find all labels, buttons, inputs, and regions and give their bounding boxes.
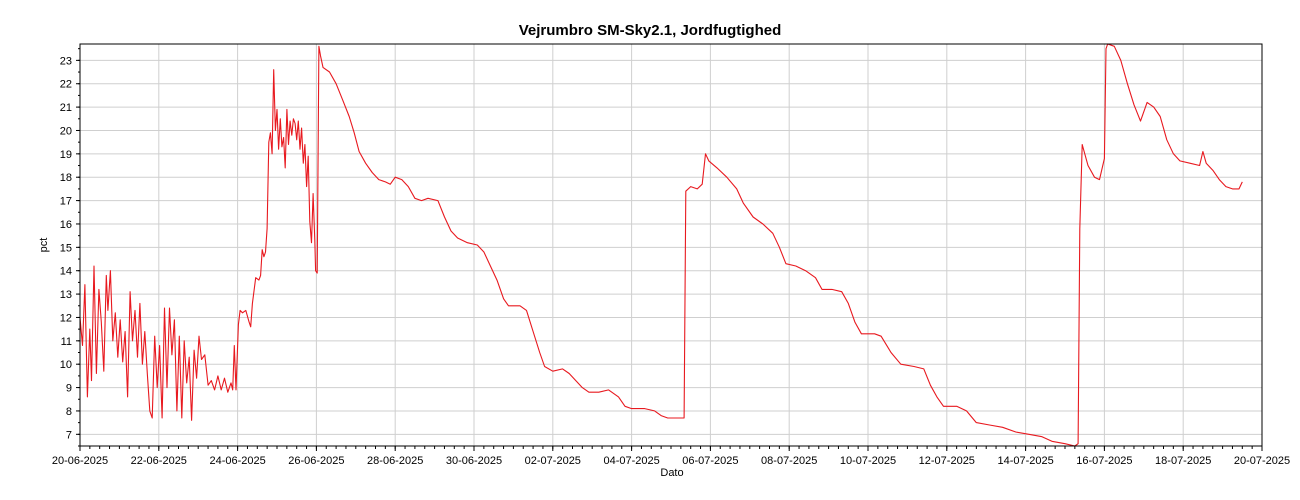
- x-tick-label: 24-06-2025: [209, 455, 265, 467]
- y-axis-label: pct: [38, 238, 50, 253]
- y-tick-label: 22: [60, 79, 72, 91]
- y-tick-label: 12: [60, 312, 72, 324]
- x-tick-label: 12-07-2025: [919, 455, 975, 467]
- y-tick-label: 16: [60, 219, 72, 231]
- series-layer: [79, 43, 1243, 447]
- axis-ticks: 20-06-2025 22-06-2025 24-06-2025 26-06-2025…: [52, 48, 1290, 467]
- x-tick-label: 02-07-2025: [525, 455, 581, 467]
- y-tick-label: 9: [66, 383, 72, 395]
- x-tick-label: 16-07-2025: [1076, 455, 1132, 467]
- x-tick-label: 22-06-2025: [131, 455, 187, 467]
- x-tick-label: 08-07-2025: [761, 455, 817, 467]
- y-tick-label: 15: [60, 242, 72, 254]
- chart-title: Vejrumbro SM-Sky2.1, Jordfugtighed: [519, 22, 782, 39]
- y-tick-label: 23: [60, 55, 72, 67]
- y-tick-label: 18: [60, 172, 72, 184]
- y-tick-label: 17: [60, 196, 72, 208]
- y-tick-label: 21: [60, 102, 72, 114]
- series-line: [79, 43, 1243, 447]
- x-axis-label: Dato: [660, 467, 683, 479]
- x-tick-label: 20-06-2025: [52, 455, 108, 467]
- x-tick-label: 14-07-2025: [997, 455, 1053, 467]
- x-tick-label: 26-06-2025: [288, 455, 344, 467]
- x-tick-label: 30-06-2025: [446, 455, 502, 467]
- y-tick-label: 7: [66, 429, 72, 441]
- x-tick-label: 10-07-2025: [840, 455, 896, 467]
- x-tick-label: 04-07-2025: [603, 455, 659, 467]
- y-tick-label: 11: [61, 336, 72, 348]
- x-tick-label: 20-07-2025: [1234, 455, 1290, 467]
- x-tick-label: 18-07-2025: [1155, 455, 1211, 467]
- y-tick-label: 19: [60, 149, 72, 161]
- y-tick-label: 14: [60, 266, 72, 278]
- y-tick-label: 10: [60, 359, 72, 371]
- x-tick-label: 28-06-2025: [367, 455, 423, 467]
- grid: [80, 44, 1262, 446]
- y-tick-label: 13: [60, 289, 72, 301]
- plot-frame: [79, 43, 1263, 447]
- x-tick-label: 06-07-2025: [682, 455, 738, 467]
- y-tick-label: 20: [60, 125, 72, 137]
- y-tick-label: 8: [66, 406, 72, 418]
